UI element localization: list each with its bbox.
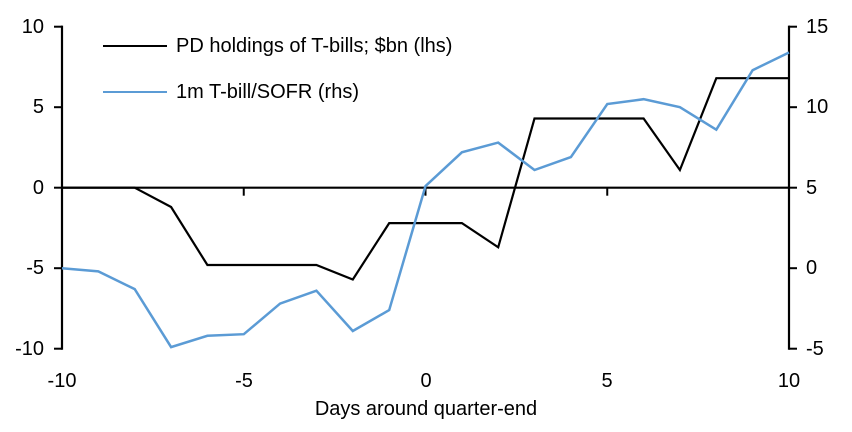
x-axis-tick-label: 10 <box>777 370 801 392</box>
legend-label-tbill-sofr: 1m T-bill/SOFR (rhs) <box>176 80 359 103</box>
legend: PD holdings of T-bills; $bn (lhs) 1m T-b… <box>103 34 452 104</box>
legend-item-tbill-sofr: 1m T-bill/SOFR (rhs) <box>103 80 452 104</box>
series-line-tbill-sofr <box>61 51 790 349</box>
legend-item-pd-holdings: PD holdings of T-bills; $bn (lhs) <box>103 34 452 58</box>
x-axis-title: Days around quarter-end <box>314 398 538 420</box>
x-axis-tick-label: -10 <box>47 370 77 392</box>
y-axis-left-tick-label: -10 <box>15 338 44 360</box>
series-line-pd-holdings <box>62 77 789 281</box>
x-axis-tick-label: 5 <box>601 370 613 392</box>
legend-label-pd-holdings: PD holdings of T-bills; $bn (lhs) <box>176 34 453 57</box>
legend-line-sample-blue <box>103 91 167 93</box>
x-axis-tick-label: 0 <box>420 370 432 392</box>
y-axis-left-tick-label: 0 <box>32 177 44 199</box>
y-axis-right-tick-label: 5 <box>806 177 818 199</box>
legend-line-sample-black <box>103 45 167 47</box>
y-axis-right-tick-label: 0 <box>806 257 818 279</box>
y-axis-left-tick-label: 10 <box>21 16 44 38</box>
y-axis-left-tick-label: -5 <box>26 257 44 279</box>
y-axis-right-tick-label: 10 <box>806 96 829 118</box>
y-axis-right-tick-label: 15 <box>806 16 829 38</box>
y-axis-left-tick-label: 5 <box>32 96 44 118</box>
y-axis-right-tick-label: -5 <box>806 338 824 360</box>
x-axis-tick-label: -5 <box>235 370 253 392</box>
